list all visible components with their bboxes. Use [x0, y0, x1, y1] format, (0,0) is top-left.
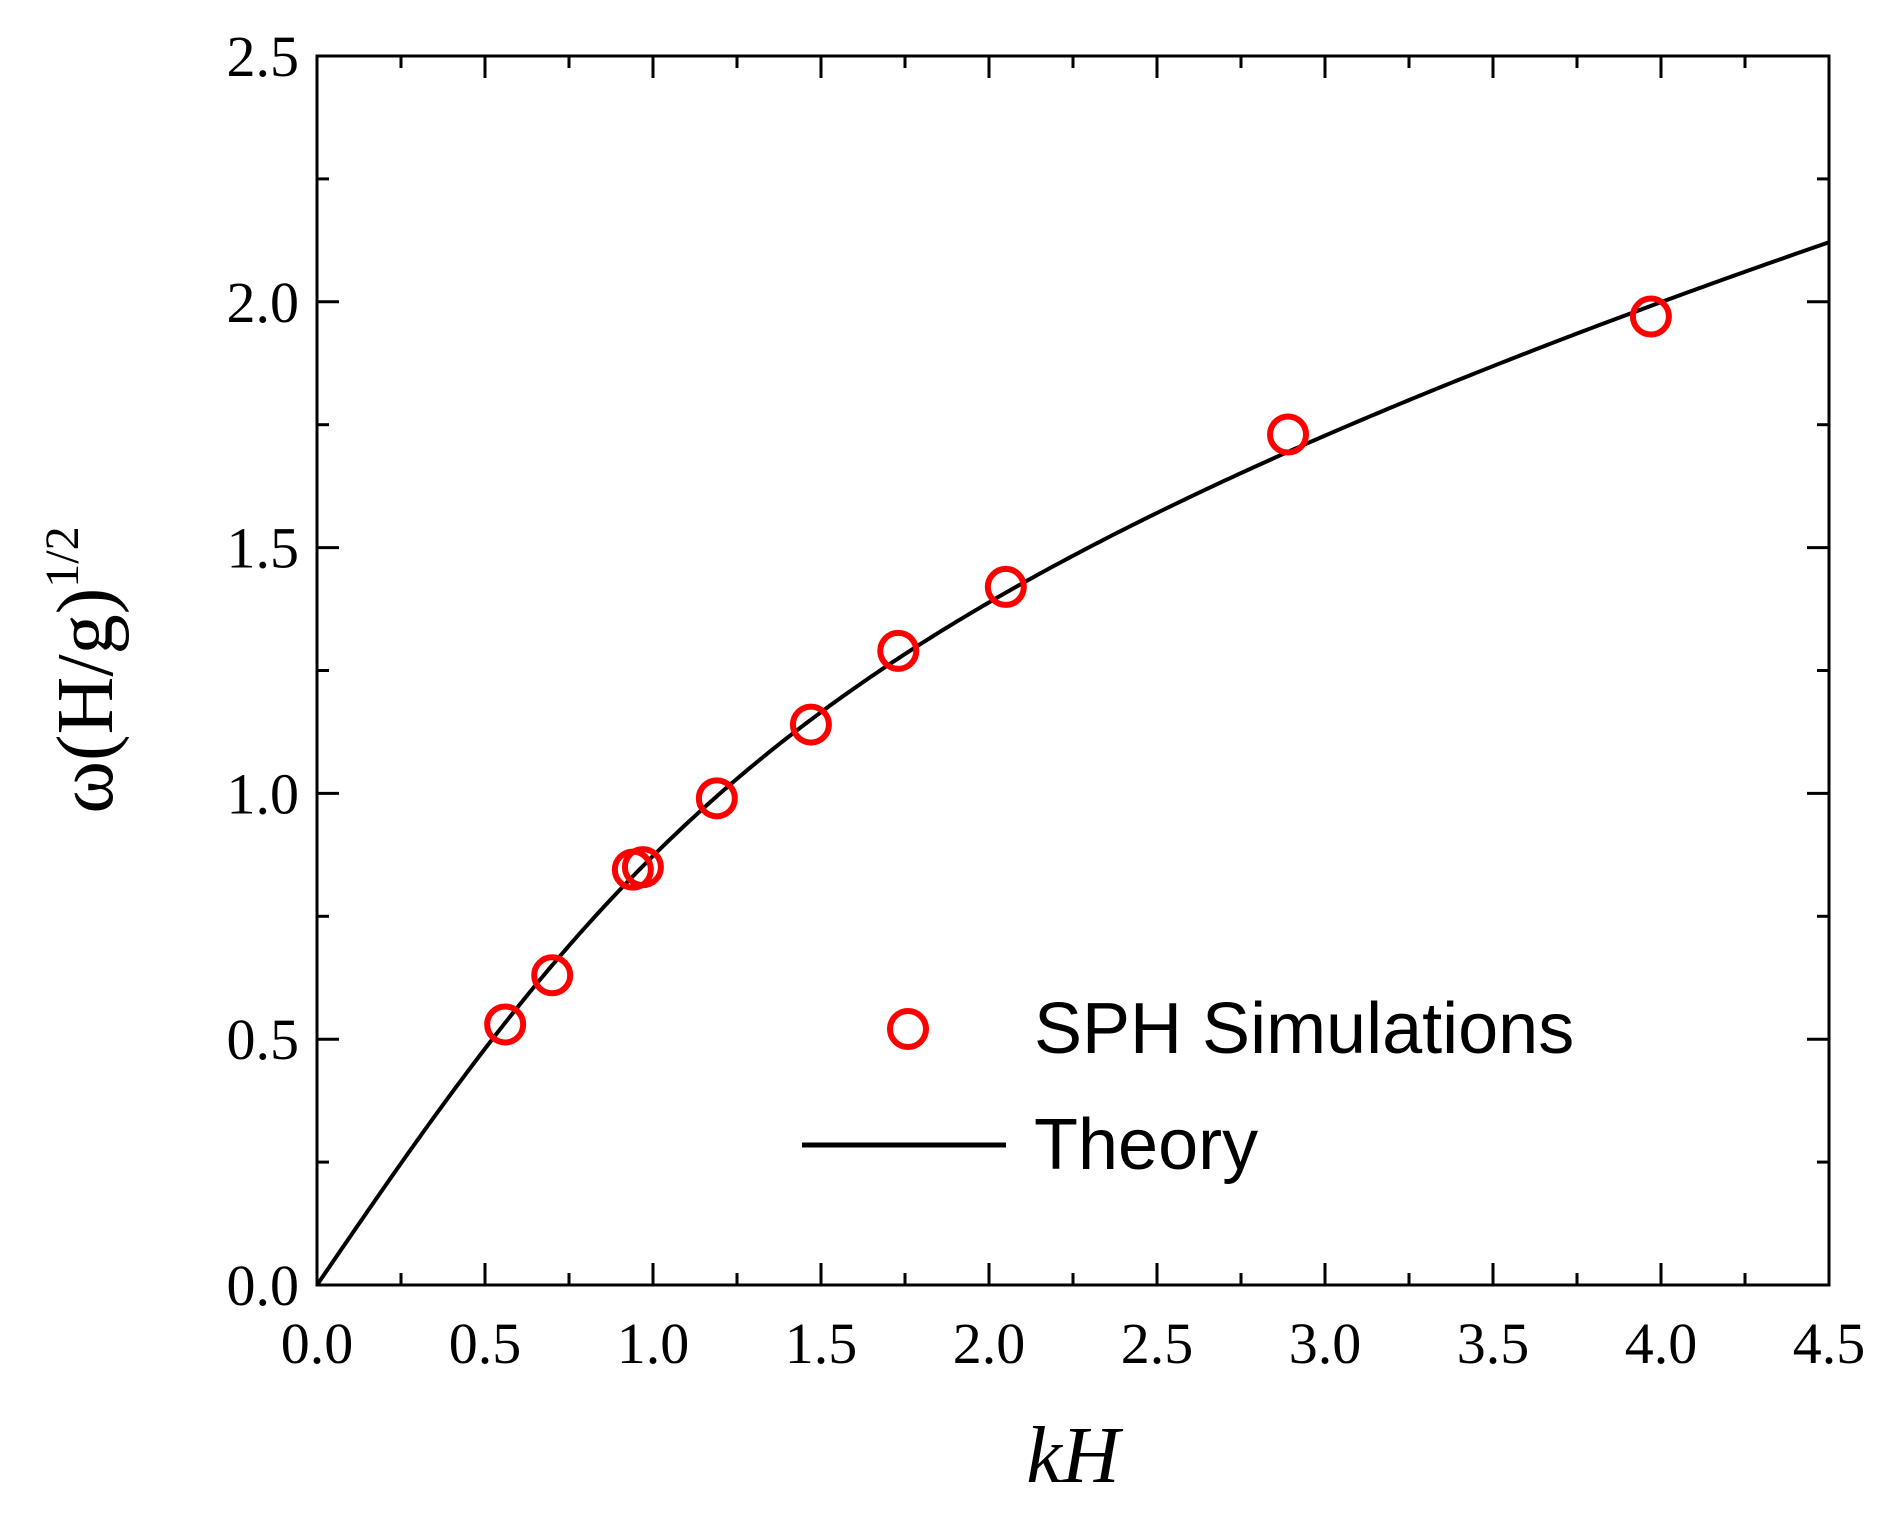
y-tick-label: 1.0: [227, 761, 300, 826]
x-tick-label: 4.5: [1793, 1311, 1866, 1376]
sph-point: [789, 703, 832, 746]
plot-frame: [315, 54, 1831, 1287]
sph-point: [695, 777, 738, 820]
x-tick-label: 1.5: [785, 1311, 858, 1376]
theory-curve: [315, 240, 1830, 1287]
sph-point: [984, 565, 1027, 608]
x-tick-label: 0.0: [281, 1311, 354, 1376]
sph-points: [484, 295, 1672, 1046]
x-tick-label: 3.5: [1457, 1311, 1530, 1376]
x-tick-label: 0.5: [449, 1311, 522, 1376]
x-tick-label: 3.0: [1289, 1311, 1362, 1376]
x-tick-label: 2.0: [953, 1311, 1026, 1376]
y-tick-label: 2.0: [227, 270, 300, 335]
y-axis-title-group: ω(H/g)1/2: [36, 526, 130, 813]
y-axis-title: ω(H/g): [42, 588, 130, 814]
sph-point: [1267, 413, 1310, 456]
sph-point: [877, 629, 920, 672]
y-tick-label: 0.0: [227, 1253, 300, 1318]
x-axis-ticks: 0.0 0.5 1.0 1.5 2.0 2.5 3.0 3.5 4.0 4.5: [281, 56, 1866, 1376]
y-tick-label: 2.5: [227, 24, 300, 89]
sph-point: [531, 954, 574, 997]
legend-marker-sph: [887, 1008, 929, 1050]
svg-text:ω(H/g)1/2: ω(H/g)1/2: [36, 526, 130, 813]
legend-label-theory: Theory: [1034, 1105, 1258, 1185]
y-axis-ticks: 0.0 0.5 1.0 1.5 2.0 2.5: [227, 24, 1829, 1318]
legend: SPH Simulations Theory: [802, 989, 1574, 1185]
sph-point: [621, 846, 664, 889]
x-tick-label: 4.0: [1625, 1311, 1698, 1376]
y-tick-label: 0.5: [227, 1007, 300, 1072]
y-axis-title-superscript: 1/2: [36, 526, 89, 587]
sph-point: [1629, 295, 1672, 338]
x-tick-label: 2.5: [1121, 1311, 1194, 1376]
sph-point: [484, 1003, 527, 1046]
x-tick-label: 1.0: [617, 1311, 690, 1376]
y-tick-label: 1.5: [227, 516, 300, 581]
legend-label-sph: SPH Simulations: [1034, 989, 1574, 1069]
x-axis-title: kH: [1026, 1412, 1124, 1500]
